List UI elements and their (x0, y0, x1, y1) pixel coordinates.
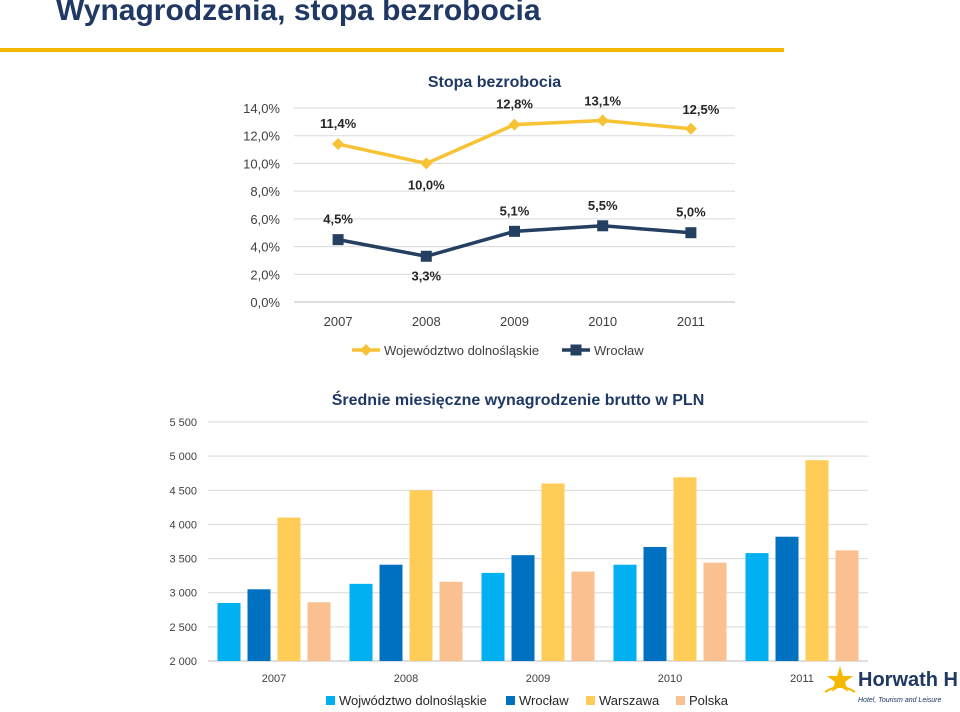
data-point-marker (597, 220, 609, 232)
y-tick-label: 2 000 (169, 656, 197, 668)
y-tick-label: 3 000 (169, 588, 197, 600)
y-tick-label: 4,0% (250, 240, 280, 255)
data-label: 5,0% (676, 205, 706, 220)
legend-marker (570, 344, 582, 356)
legend-swatch-0 (326, 696, 335, 705)
y-tick-label: 5 500 (169, 417, 197, 429)
bar-1 (511, 555, 535, 661)
bar-0 (613, 564, 637, 661)
bar-3 (307, 602, 331, 661)
data-label: 5,5% (588, 198, 618, 213)
y-tick-label: 10,0% (243, 156, 280, 171)
x-tick-label: 2009 (526, 673, 550, 685)
bar-2 (805, 460, 829, 661)
data-label: 12,5% (682, 102, 719, 117)
data-label: 13,1% (584, 93, 621, 108)
data-label: 5,1% (500, 203, 530, 218)
x-tick-label: 2009 (500, 314, 529, 329)
data-point-marker (508, 118, 521, 131)
data-label: 12,8% (496, 97, 533, 112)
data-label: 11,4% (320, 116, 357, 131)
bar-0 (349, 583, 373, 661)
y-tick-label: 0,0% (250, 295, 280, 310)
chart-title: Średnie miesięczne wynagrodzenie brutto … (332, 390, 705, 409)
page-title: Wynagrodzenia, stopa bezrobocia (56, 0, 541, 27)
legend-label: Województwo dolnośląskie (384, 343, 539, 358)
bar-3 (439, 581, 463, 661)
logo-name: Horwath HTL (858, 669, 958, 691)
x-tick-label: 2011 (677, 314, 705, 329)
legend-swatch-1 (506, 696, 515, 705)
data-point-marker (420, 157, 433, 170)
data-label: 4,5% (323, 212, 353, 227)
data-label: 3,3% (411, 268, 441, 283)
y-tick-label: 2,0% (250, 267, 280, 282)
y-tick-label: 4 500 (169, 485, 197, 497)
data-point-marker (332, 234, 344, 246)
bar-1 (775, 536, 799, 661)
x-tick-label: 2008 (394, 673, 418, 685)
horwath-logo: Horwath HTL Hotel, Tourism and Leisure (824, 666, 958, 704)
legend-swatch-2 (586, 696, 595, 705)
legend-label: Wojwództwo dolnośląskie (339, 693, 487, 708)
data-point-marker (420, 250, 432, 262)
x-tick-label: 2007 (324, 314, 353, 329)
bar-1 (643, 546, 667, 661)
legend-swatch-3 (676, 696, 685, 705)
logo-tagline: Hotel, Tourism and Leisure (858, 697, 942, 704)
data-label: 10,0% (408, 177, 445, 192)
star-swirl-icon (824, 666, 856, 693)
y-tick-label: 12,0% (243, 129, 280, 144)
bar-0 (217, 602, 241, 661)
bar-2 (277, 517, 301, 661)
bar-3 (703, 562, 727, 661)
bar-2 (409, 490, 433, 661)
y-tick-label: 14,0% (243, 101, 280, 116)
legend-label: Wrocław (519, 693, 569, 708)
y-tick-label: 4 000 (169, 519, 197, 531)
salary-bar-chart: Średnie miesięczne wynagrodzenie brutto … (169, 390, 868, 708)
y-tick-label: 5 000 (169, 451, 197, 463)
legend-label: Polska (689, 693, 729, 708)
bar-0 (481, 572, 505, 661)
y-tick-label: 8,0% (250, 184, 280, 199)
title-accent-rule (0, 48, 784, 52)
legend-marker (360, 344, 372, 356)
legend-label: Warszawa (599, 693, 660, 708)
x-tick-label: 2010 (658, 673, 682, 685)
bar-3 (835, 550, 859, 661)
x-tick-label: 2011 (790, 673, 814, 685)
chart-title: Stopa bezrobocia (428, 74, 561, 91)
bar-1 (379, 564, 403, 661)
data-point-marker (332, 138, 345, 151)
unemployment-line-chart: Stopa bezrobocia 0,0% 2,0% 4,0% 6,0% 8,0% 10,0… (243, 74, 735, 358)
bar-2 (673, 477, 697, 661)
bar-3 (571, 571, 595, 661)
y-tick-label: 6,0% (250, 212, 280, 227)
bar-2 (541, 483, 565, 661)
x-tick-label: 2007 (262, 673, 286, 685)
data-point-marker (685, 227, 697, 239)
data-point-marker (596, 114, 609, 127)
y-tick-label: 2 500 (169, 622, 197, 634)
data-point-marker (684, 122, 697, 135)
x-tick-label: 2008 (412, 314, 441, 329)
legend-label: Wrocław (594, 343, 644, 358)
bar-0 (745, 553, 769, 661)
data-point-marker (509, 225, 520, 237)
y-tick-label: 3 500 (169, 554, 197, 566)
bar-1 (247, 589, 271, 661)
x-tick-label: 2010 (588, 314, 617, 329)
